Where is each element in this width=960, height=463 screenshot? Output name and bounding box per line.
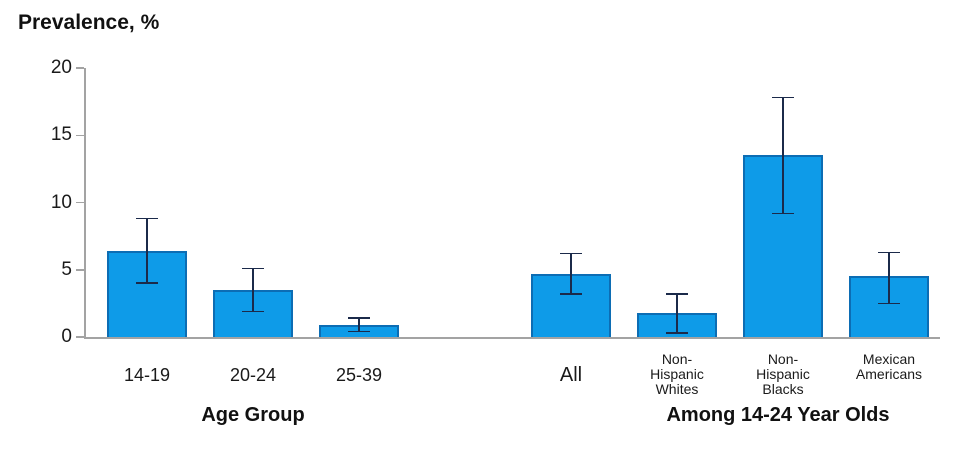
error-bar-stem (146, 218, 148, 284)
error-bar-stem (358, 318, 360, 332)
error-bar-cap-bottom (348, 330, 370, 333)
category-label-25-39: 25-39 (335, 365, 383, 385)
y-tick (76, 134, 84, 136)
error-bar-stem (676, 293, 678, 333)
error-bar-cap-top (348, 317, 370, 319)
error-bar-cap-top (666, 293, 688, 295)
category-label-mexican-americans: Mexican Americans (855, 351, 923, 382)
error-bar-stem (570, 253, 572, 294)
error-bar-stem (888, 252, 890, 304)
y-axis-line (84, 68, 86, 339)
group-label-among-14-24-year-olds: Among 14-24 Year Olds (666, 404, 890, 426)
group-label-age-group: Age Group (201, 404, 305, 426)
error-bar-cap-top (772, 96, 794, 99)
error-bar-cap-bottom (878, 302, 900, 305)
error-bar-cap-bottom (560, 293, 582, 295)
error-bar-stem (252, 268, 254, 312)
error-bar-cap-bottom (242, 310, 264, 313)
error-bar-cap-bottom (136, 282, 158, 284)
category-label-non-hispanic-whites: Non- Hispanic Whites (650, 351, 704, 397)
y-tick-label: 0 (61, 326, 72, 347)
y-tick-label: 20 (50, 57, 72, 78)
x-axis-line (84, 337, 940, 339)
y-tick (76, 269, 84, 271)
category-label-14-19: 14-19 (123, 365, 171, 385)
y-tick (76, 201, 84, 204)
y-tick-label: 15 (50, 124, 72, 146)
error-bar-cap-top (136, 217, 158, 220)
error-bar-stem (782, 97, 784, 214)
error-bar-cap-top (878, 251, 900, 253)
category-label-non-hispanic-blacks: Non- Hispanic Blacks (756, 351, 810, 397)
category-label-all: All (559, 364, 583, 386)
category-label-20-24: 20-24 (229, 365, 277, 385)
error-bar-cap-top (242, 267, 264, 270)
y-tick-label: 10 (50, 191, 72, 213)
y-tick-label: 5 (61, 258, 72, 280)
y-tick (76, 67, 84, 69)
y-tick (76, 336, 84, 338)
error-bar-cap-top (560, 252, 582, 255)
error-bar-cap-bottom (772, 212, 794, 214)
error-bar-cap-bottom (666, 332, 688, 334)
y-axis-title: Prevalence, % (18, 11, 160, 34)
